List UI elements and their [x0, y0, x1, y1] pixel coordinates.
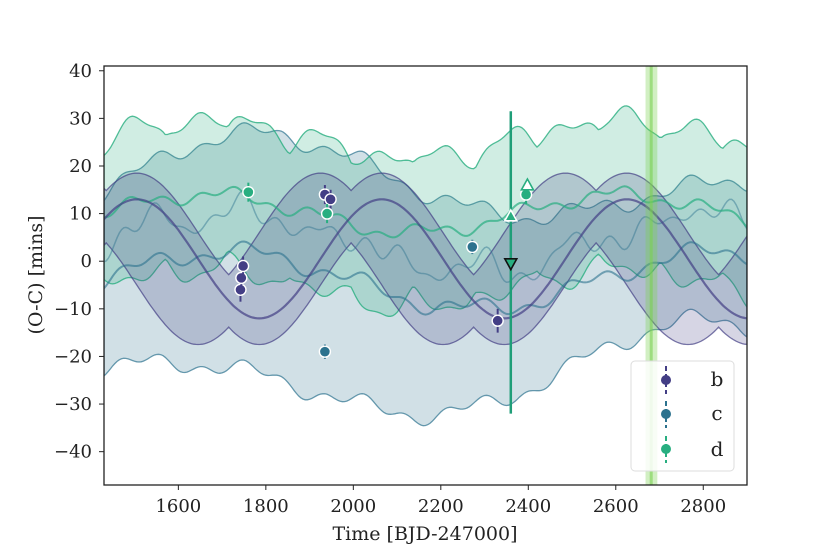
y-tick-label--20: −20 [54, 346, 92, 367]
c-model-line [104, 240, 747, 316]
legend-b-marker [661, 375, 671, 385]
b-band [104, 172, 747, 346]
point-b-4 [324, 193, 337, 206]
legend-label-d: d [711, 437, 724, 461]
y-axis-label: (O-C) [mins] [25, 215, 47, 334]
x-tick-label-2600: 2600 [593, 496, 639, 517]
legend-label-c: c [711, 401, 722, 425]
y-tick-label--30: −30 [54, 394, 92, 415]
point-d-1 [320, 207, 334, 220]
y-tick-label--40: −40 [54, 442, 92, 463]
x-tick-label-1800: 1800 [243, 496, 289, 517]
legend-c-marker [661, 409, 671, 419]
legend-d-marker [661, 444, 671, 454]
y-tick-label--10: −10 [54, 299, 92, 320]
legend-label-b: b [711, 367, 724, 391]
y-tick-label-20: 20 [69, 156, 92, 177]
c-band [104, 122, 747, 427]
d-band [104, 105, 747, 317]
triangle-up-hollow-marker [520, 177, 535, 191]
x-tick-label-2800: 2800 [680, 496, 726, 517]
model-bands [104, 105, 747, 427]
d-model-line [104, 185, 747, 239]
model-lines [104, 185, 747, 320]
legend: b c d [630, 360, 735, 472]
axis-ticks: 1600 1800 2000 2200 2400 2600 2800 40 30 20 10 0 −10… [54, 61, 726, 517]
triangle-up-marker [503, 208, 519, 222]
x-tick-label-2000: 2000 [330, 496, 376, 517]
point-d-0 [242, 185, 255, 199]
point-c-0 [318, 345, 332, 358]
x-axis-label: Time [BJD-247000] [333, 523, 518, 545]
point-b-2 [236, 259, 250, 273]
triangle-down-marker [503, 257, 519, 272]
x-tick-label-1600: 1600 [155, 496, 201, 517]
b-model-line [104, 198, 747, 320]
legend-box [630, 360, 735, 472]
point-b-5 [491, 314, 504, 327]
y-tick-label-30: 30 [69, 108, 92, 129]
x-tick-label-2200: 2200 [418, 496, 464, 517]
y-tick-label-10: 10 [69, 204, 92, 225]
point-c-1 [466, 240, 479, 254]
plot-frame [103, 65, 748, 486]
point-b-1 [235, 271, 248, 285]
y-tick-label-0: 0 [81, 251, 92, 272]
point-d-2 [519, 188, 533, 201]
c-model-line-2 [104, 189, 747, 283]
x-tick-label-2400: 2400 [505, 496, 551, 517]
y-tick-label-40: 40 [69, 61, 92, 82]
